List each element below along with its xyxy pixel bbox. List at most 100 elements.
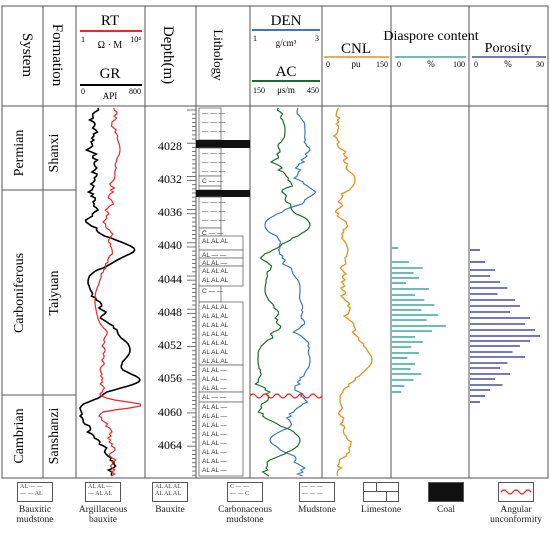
depth-header: Depth(m) xyxy=(160,26,176,84)
baux-layer xyxy=(198,301,244,366)
cnl-max: 150 xyxy=(376,60,388,69)
porosity-title: Porosity xyxy=(485,41,532,56)
mudstone-swatch: — — — — — — xyxy=(299,482,335,502)
system-cambrian: Cambrian xyxy=(12,408,27,463)
legend-label: Carbonaceous mudstone xyxy=(218,505,272,525)
ac-unit: μs/m xyxy=(277,85,295,95)
gr-max: 800 xyxy=(129,87,141,96)
lithology-pattern: — — — xyxy=(202,110,226,117)
gr-curve xyxy=(78,107,141,477)
legend-bauxitic-mudstone: AL — — — — AL Bauxitic mudstone xyxy=(5,482,65,525)
lithology-pattern: AL AL — xyxy=(202,449,228,456)
angular-unconformity-line xyxy=(249,393,323,399)
lithology-pattern: AL AL — xyxy=(202,385,228,392)
ac-min: 150 xyxy=(253,86,265,95)
lithology-pattern: C — — xyxy=(202,288,224,295)
chart-frame xyxy=(1,5,549,479)
coal-layer xyxy=(196,140,250,148)
depth-label-4040: 4040 xyxy=(158,238,182,252)
lithology-pattern: C — — xyxy=(202,230,224,237)
depth-scale: 4028 4032 4036 4040 4044 4048 4052 4056 … xyxy=(158,109,196,476)
cnl-unit: pu xyxy=(352,59,362,69)
lithology-pattern: AL AL AL xyxy=(202,304,229,311)
depth-label-4044: 4044 xyxy=(158,272,182,286)
diaspore-max: 100 xyxy=(453,60,465,69)
lithology-pattern: — — — xyxy=(202,217,226,224)
diaspore-bars xyxy=(392,247,446,393)
lithology-pattern: AL AL — xyxy=(202,458,228,465)
lithology-pattern: AL AL AL xyxy=(202,313,229,320)
bauxitic-mudstone-swatch: AL — — — — AL xyxy=(17,482,53,502)
lithology-pattern: AL AL — xyxy=(202,413,228,420)
legend-label: Bauxite xyxy=(155,505,185,515)
lithology-column: — — — — — — — — — — — — — — — — — — C — — — — —… xyxy=(196,107,250,477)
legend-label: Argillaceous bauxite xyxy=(78,505,128,525)
legend-coal: Coal xyxy=(416,482,476,515)
porosity-min: 0 xyxy=(474,60,478,69)
legend-carbonaceous-mudstone: C — — — — C Carbonaceous mudstone xyxy=(215,482,275,525)
lithology-pattern: C — — xyxy=(202,178,224,185)
ac-title: AC xyxy=(276,64,297,80)
formation-taiyuan: Taiyuan xyxy=(47,271,62,316)
legend-label: Limestone xyxy=(360,505,402,515)
depth-label-4060: 4060 xyxy=(158,405,182,419)
rt-max: 10⁴ xyxy=(130,35,141,44)
lithology-pattern: — — — xyxy=(202,208,226,215)
den-max: 3 xyxy=(315,34,319,43)
lithology-pattern: — — — xyxy=(202,168,226,175)
coal-swatch xyxy=(428,482,464,502)
arg-layer xyxy=(198,401,244,477)
den-curve xyxy=(264,107,317,477)
legend-limestone: Limestone xyxy=(351,482,411,515)
lithology-pattern: AL AL AL xyxy=(202,322,229,329)
system-permian: Permian xyxy=(12,130,27,177)
porosity-unit: % xyxy=(504,59,512,69)
depth-label-4032: 4032 xyxy=(158,172,182,186)
lithology-pattern: AL — — xyxy=(202,252,227,259)
argillaceous-bauxite-swatch: AL AL — — AL AL xyxy=(85,482,121,502)
den-unit: g/cm³ xyxy=(276,38,297,48)
coal-layer xyxy=(196,190,250,197)
cnl-curve xyxy=(332,107,373,477)
gr-unit: API xyxy=(103,91,118,101)
lithology-pattern: AL AL — xyxy=(202,422,228,429)
lithology-pattern: AL AL AL xyxy=(202,340,229,347)
gr-min: 0 xyxy=(81,87,85,96)
system-carboniferous: Carboniferous xyxy=(12,253,27,333)
legend-mudstone: — — — — — — Mudstone xyxy=(287,482,347,515)
porosity-max: 30 xyxy=(536,60,544,69)
lithology-pattern: — — — xyxy=(202,199,226,206)
legend-label: Mudstone xyxy=(298,505,336,515)
lithology-pattern: AL AL AL xyxy=(202,277,229,284)
depth-label-4036: 4036 xyxy=(158,205,182,219)
depth-label-4048: 4048 xyxy=(158,305,182,319)
depth-label-4056: 4056 xyxy=(158,371,182,385)
depth-label-4028: 4028 xyxy=(158,139,182,153)
formation-sanshanzi: Sanshanzi xyxy=(47,408,62,465)
formation-shanxi: Shanxi xyxy=(47,133,62,172)
lithology-pattern: AL AL — xyxy=(202,440,228,447)
lithology-pattern: AL AL — xyxy=(202,260,228,267)
depth-label-4064: 4064 xyxy=(158,438,182,452)
rt-min: 1 xyxy=(81,35,85,44)
diaspore-title: Diaspore content xyxy=(383,29,478,44)
column-dividers xyxy=(2,6,470,478)
lithology-pattern: — — — xyxy=(202,150,226,157)
bauxite-swatch: AL AL AL AL AL AL xyxy=(152,482,188,502)
limestone-swatch xyxy=(363,482,399,502)
lithology-pattern: — — — xyxy=(202,119,226,126)
den-min: 1 xyxy=(253,34,257,43)
lithology-pattern: — — — xyxy=(202,128,226,135)
lithology-pattern: AL AL AL xyxy=(202,358,229,365)
lithology-pattern: AL AL — xyxy=(202,467,228,474)
lithology-pattern: AL AL — xyxy=(202,431,228,438)
legend-label: Bauxitic mudstone xyxy=(16,505,54,525)
lithology-pattern: AL AL — xyxy=(202,404,228,411)
rt-title: RT xyxy=(101,13,119,29)
mud-layer xyxy=(198,185,222,191)
diaspore-unit: % xyxy=(427,59,435,69)
legend-argillaceous-bauxite: AL AL — — AL AL Argillaceous bauxite xyxy=(73,482,133,525)
cnl-title: CNL xyxy=(341,41,371,57)
porosity-bars xyxy=(470,249,540,403)
angular-unconformity-swatch xyxy=(498,482,534,502)
